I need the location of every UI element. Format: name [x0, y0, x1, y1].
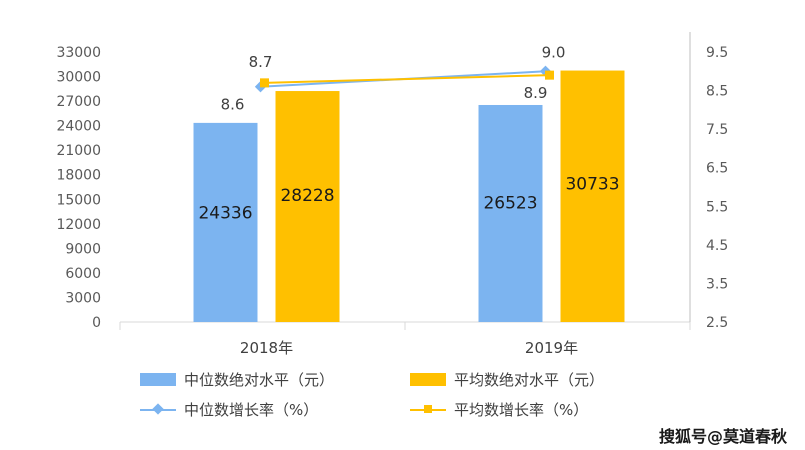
series-line	[264, 74, 550, 84]
bar	[275, 91, 340, 322]
legend-swatch-mean-growth	[410, 403, 446, 416]
diamond-marker-icon	[152, 402, 164, 415]
square-marker-icon	[424, 404, 432, 413]
legend-label-mean-abs: 平均数绝对水平（元）	[454, 370, 605, 389]
y-right-tick-label: 4.5	[706, 238, 728, 254]
bar	[193, 122, 258, 323]
bar	[560, 70, 625, 322]
y-right-tick-label: 2.5	[706, 315, 728, 331]
legend-label-median-abs: 中位数绝对水平（元）	[184, 370, 335, 389]
y-left-tick-label: 24000	[56, 119, 101, 135]
y-left-tick-label: 15000	[56, 192, 101, 208]
legend-label-mean-growth: 平均数增长率（%）	[454, 400, 589, 419]
y-left-tick-label: 3000	[65, 290, 101, 306]
x-category-label: 2019年	[525, 339, 578, 357]
legend-item-mean-growth: 平均数增长率（%）	[410, 399, 680, 420]
y-left-tick-label: 18000	[56, 168, 101, 184]
legend-label-median-growth: 中位数增长率（%）	[184, 400, 319, 419]
bar	[478, 104, 543, 322]
y-left-tick-label: 27000	[56, 94, 101, 110]
line-data-label: 8.7	[249, 53, 273, 71]
bar-data-label: 30733	[565, 175, 619, 195]
legend: 中位数绝对水平（元） 平均数绝对水平（元） 中位数增长率（%） 平均数增长率（%…	[140, 364, 680, 424]
y-right-tick-label: 9.5	[706, 45, 728, 61]
y-right-tick-label: 3.5	[706, 276, 728, 292]
legend-swatch-median-abs	[140, 372, 176, 386]
y-right-tick-label: 5.5	[706, 199, 728, 215]
y-left-tick-label: 6000	[65, 266, 101, 282]
y-right-tick-label: 7.5	[706, 122, 728, 138]
y-left-tick-label: 12000	[56, 217, 101, 233]
x-category-label: 2018年	[240, 339, 293, 357]
bar-data-label: 26523	[483, 194, 537, 214]
y-left-tick-label: 0	[92, 315, 101, 331]
line-point-square	[260, 78, 269, 88]
bar-data-label: 28228	[280, 186, 334, 206]
y-left-tick-label: 30000	[56, 70, 101, 86]
line-data-label: 8.9	[524, 84, 548, 102]
legend-item-mean-abs: 平均数绝对水平（元）	[410, 369, 680, 390]
line-data-label: 9.0	[542, 43, 566, 61]
y-left-tick-label: 21000	[56, 143, 101, 159]
line-point-square	[545, 70, 554, 80]
y-right-tick-label: 8.5	[706, 84, 728, 100]
bar-data-label: 24336	[198, 203, 252, 223]
y-left-tick-label: 33000	[56, 45, 101, 61]
y-right-tick-label: 6.5	[706, 161, 728, 177]
watermark: 搜狐号@莫道春秋	[658, 427, 787, 446]
legend-item-median-growth: 中位数增长率（%）	[140, 399, 410, 420]
legend-swatch-mean-abs	[410, 372, 446, 386]
legend-item-median-abs: 中位数绝对水平（元）	[140, 369, 410, 390]
legend-swatch-median-growth	[140, 402, 176, 416]
line-data-label: 8.6	[221, 96, 245, 114]
y-left-tick-label: 9000	[65, 241, 101, 257]
